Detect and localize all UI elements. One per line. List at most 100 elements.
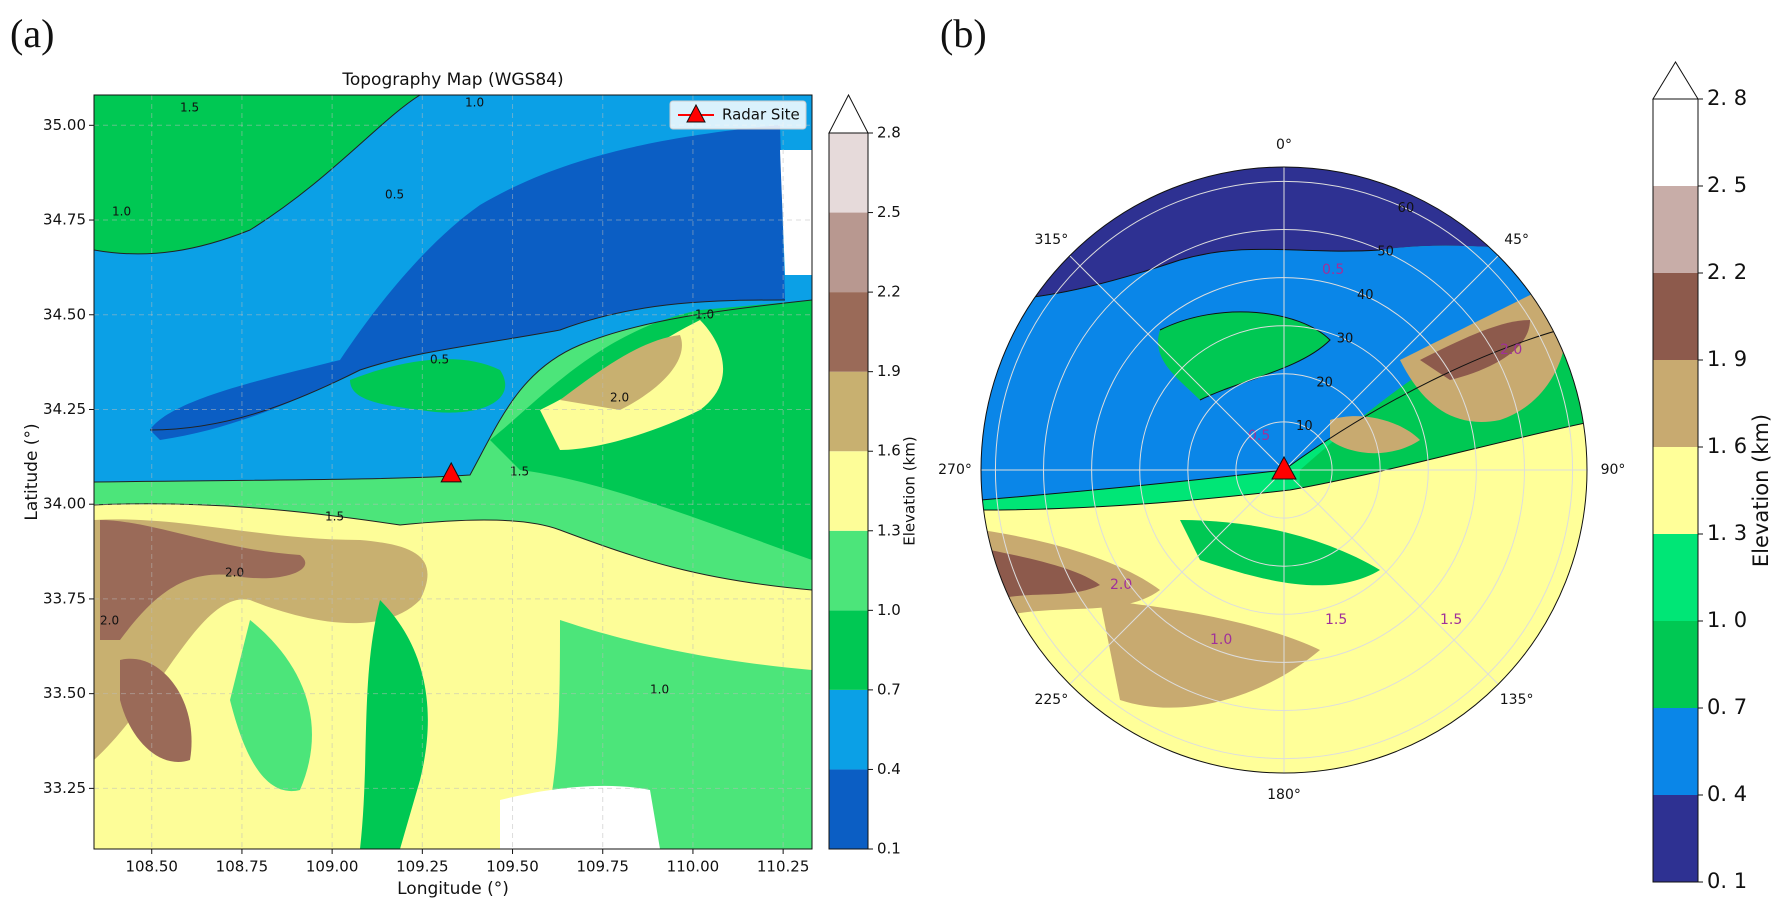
y-tick-label: 33.75 [43,589,86,607]
x-tick-label: 108.50 [125,858,178,876]
radar-site [1271,455,1297,480]
azimuth-line [1283,255,1499,471]
colorbar-segment [829,292,868,372]
contour-label: 1.5 [325,510,344,524]
colorbar-tick-label: 0. 7 [1707,695,1747,719]
y-tick-label: 33.25 [43,779,86,797]
contour-label: 2.0 [1500,342,1522,358]
colorbar-segment [829,133,868,213]
azimuth-line [1069,255,1285,471]
colorbar-segment [829,769,868,849]
panel-label: (b) [940,11,987,56]
y-tick-label: 34.25 [43,400,86,418]
contour-label: 0.5 [430,353,449,367]
colorbar-segment [829,610,868,690]
colorbar-segment [1653,360,1698,447]
colorbar-segment [1653,186,1698,273]
colorbar-tick-label: 0.4 [877,760,901,778]
contour-label: 1.0 [650,683,669,697]
azimuth-line [1069,469,1285,685]
r-tick-label: 20 [1316,375,1333,390]
contour-label: 0.5 [1248,428,1270,444]
polar-frame [980,166,1588,774]
contour-label: 2.0 [1110,577,1132,593]
colorbar-tick-label: 2. 5 [1707,173,1747,197]
colorbar-tick-label: 0.7 [877,680,901,698]
colorbar-tick-label: 1.3 [877,521,901,539]
x-tick-label: 110.25 [757,858,810,876]
contour-label: 1.5 [1325,612,1347,628]
theta-tick-label: 135° [1500,692,1534,708]
x-tick-label: 110.00 [667,858,720,876]
colorbar-extend [828,93,869,134]
contour-label: 2.0 [610,391,629,405]
colorbar-segment [829,212,868,293]
contour-label: 0.5 [1322,262,1344,278]
x-axis-label: Longitude (°) [397,879,509,899]
colorbar-frame [828,132,869,850]
contour-label: 1.0 [1210,632,1232,648]
colorbar-segment [1653,99,1698,186]
colorbar-segment [1653,708,1698,795]
contour-label: 1.0 [112,205,131,219]
colorbar-tick-label: 1. 3 [1707,521,1747,545]
radar-site [440,461,463,483]
theta-tick-label: 0° [1276,137,1292,153]
theta-tick-label: 270° [938,462,972,478]
panel-label: (a) [10,11,54,56]
y-axis-label: Latitude (°) [22,423,42,520]
r-tick-label: 10 [1296,419,1313,434]
r-tick-label: 60 [1398,201,1415,216]
colorbar-segment [1653,621,1698,708]
colorbar-tick-label: 1.6 [877,442,901,460]
contour-label: 1.5 [510,465,529,479]
colorbar-tick-label: 2. 8 [1707,86,1747,110]
colorbar-segment [1653,534,1698,621]
colorbar-tick-label: 0.1 [877,840,901,858]
r-tick-label: 30 [1337,332,1354,347]
colorbar-segment [1653,795,1698,882]
y-tick-label: 34.75 [43,211,86,229]
plot-frame [93,94,813,850]
y-tick-label: 35.00 [43,116,86,134]
colorbar-tick-label: 2.5 [877,203,901,221]
colorbar-label: Elevation (km) [1749,414,1773,567]
azimuth-line [1283,469,1499,685]
colorbar-tick-label: 0. 1 [1707,869,1747,893]
legend-label: Radar Site [722,106,800,124]
colorbar-tick-label: 0. 4 [1707,782,1747,806]
x-tick-label: 109.00 [306,858,359,876]
colorbar-segment [1653,273,1698,360]
contour-label: 1.0 [695,308,714,322]
colorbar-extend [1652,61,1699,100]
legend-marker [686,103,706,123]
theta-tick-label: 45° [1504,232,1529,248]
theta-tick-label: 90° [1601,462,1626,478]
r-tick-label: 50 [1377,245,1394,260]
chart-title: Topography Map (WGS84) [341,70,563,90]
contour-label: 1.0 [465,96,484,110]
y-tick-label: 34.50 [43,305,86,323]
r-tick-label: 40 [1357,288,1374,303]
contour-labels-b: 0.5 0.5 1.0 1.5 1.5 2.0 2.0 [1110,262,1522,648]
contour-label: 1.5 [180,101,199,115]
colorbar-segment [1653,447,1698,534]
x-tick-label: 108.75 [216,858,269,876]
theta-tick-label: 180° [1267,787,1301,803]
x-tick-label: 109.50 [486,858,539,876]
colorbar-tick-label: 1. 6 [1707,434,1747,458]
colorbar-tick-label: 1.0 [877,601,901,619]
colorbar-tick-label: 2.8 [877,124,901,142]
y-tick-label: 33.50 [43,684,86,702]
x-tick-label: 109.25 [396,858,449,876]
colorbar-frame [1652,98,1699,883]
contour-label: 2.0 [100,614,119,628]
colorbar-tick-label: 1.9 [877,362,901,380]
contour-label: 2.0 [225,566,244,580]
colorbar-segment [829,530,868,611]
contour-label: 1.5 [1440,612,1462,628]
contour-labels-a: 0.5 0.5 1.0 1.0 1.0 1.0 1.5 1.5 1.5 2.0 … [100,96,714,697]
theta-tick-label: 225° [1034,692,1068,708]
theta-tick-label: 315° [1034,232,1068,248]
